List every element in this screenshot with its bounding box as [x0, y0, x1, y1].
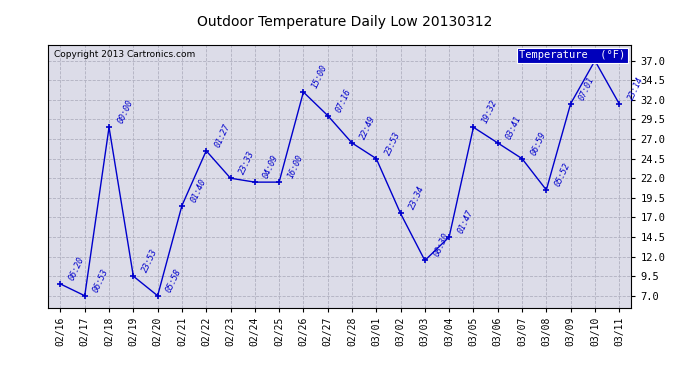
Text: 23:33: 23:33 — [237, 150, 256, 176]
Text: 06:53: 06:53 — [92, 267, 110, 294]
Text: 03:41: 03:41 — [504, 114, 524, 141]
Text: 01:27: 01:27 — [213, 122, 232, 148]
Text: 05:58: 05:58 — [165, 267, 184, 294]
Text: 04:09: 04:09 — [262, 153, 280, 180]
Text: 08:30: 08:30 — [432, 232, 451, 258]
Text: Temperature  (°F): Temperature (°F) — [520, 50, 626, 60]
Text: 15:00: 15:00 — [310, 63, 329, 90]
Text: 23:34: 23:34 — [408, 185, 426, 211]
Text: 00:00: 00:00 — [116, 99, 135, 125]
Text: 23:53: 23:53 — [140, 248, 159, 274]
Text: 07:01: 07:01 — [578, 75, 596, 102]
Text: 19:32: 19:32 — [480, 99, 499, 125]
Text: 23:14: 23:14 — [626, 75, 645, 102]
Text: 16:00: 16:00 — [286, 153, 305, 180]
Text: 05:52: 05:52 — [553, 161, 572, 188]
Text: 23:53: 23:53 — [383, 130, 402, 156]
Text: 22:49: 22:49 — [359, 114, 377, 141]
Text: 06:20: 06:20 — [68, 255, 86, 282]
Text: Outdoor Temperature Daily Low 20130312: Outdoor Temperature Daily Low 20130312 — [197, 15, 493, 29]
Text: 01:47: 01:47 — [456, 209, 475, 235]
Text: 01:40: 01:40 — [189, 177, 208, 204]
Text: 06:59: 06:59 — [529, 130, 548, 156]
Text: Copyright 2013 Cartronics.com: Copyright 2013 Cartronics.com — [54, 50, 195, 59]
Text: 07:16: 07:16 — [335, 87, 353, 113]
